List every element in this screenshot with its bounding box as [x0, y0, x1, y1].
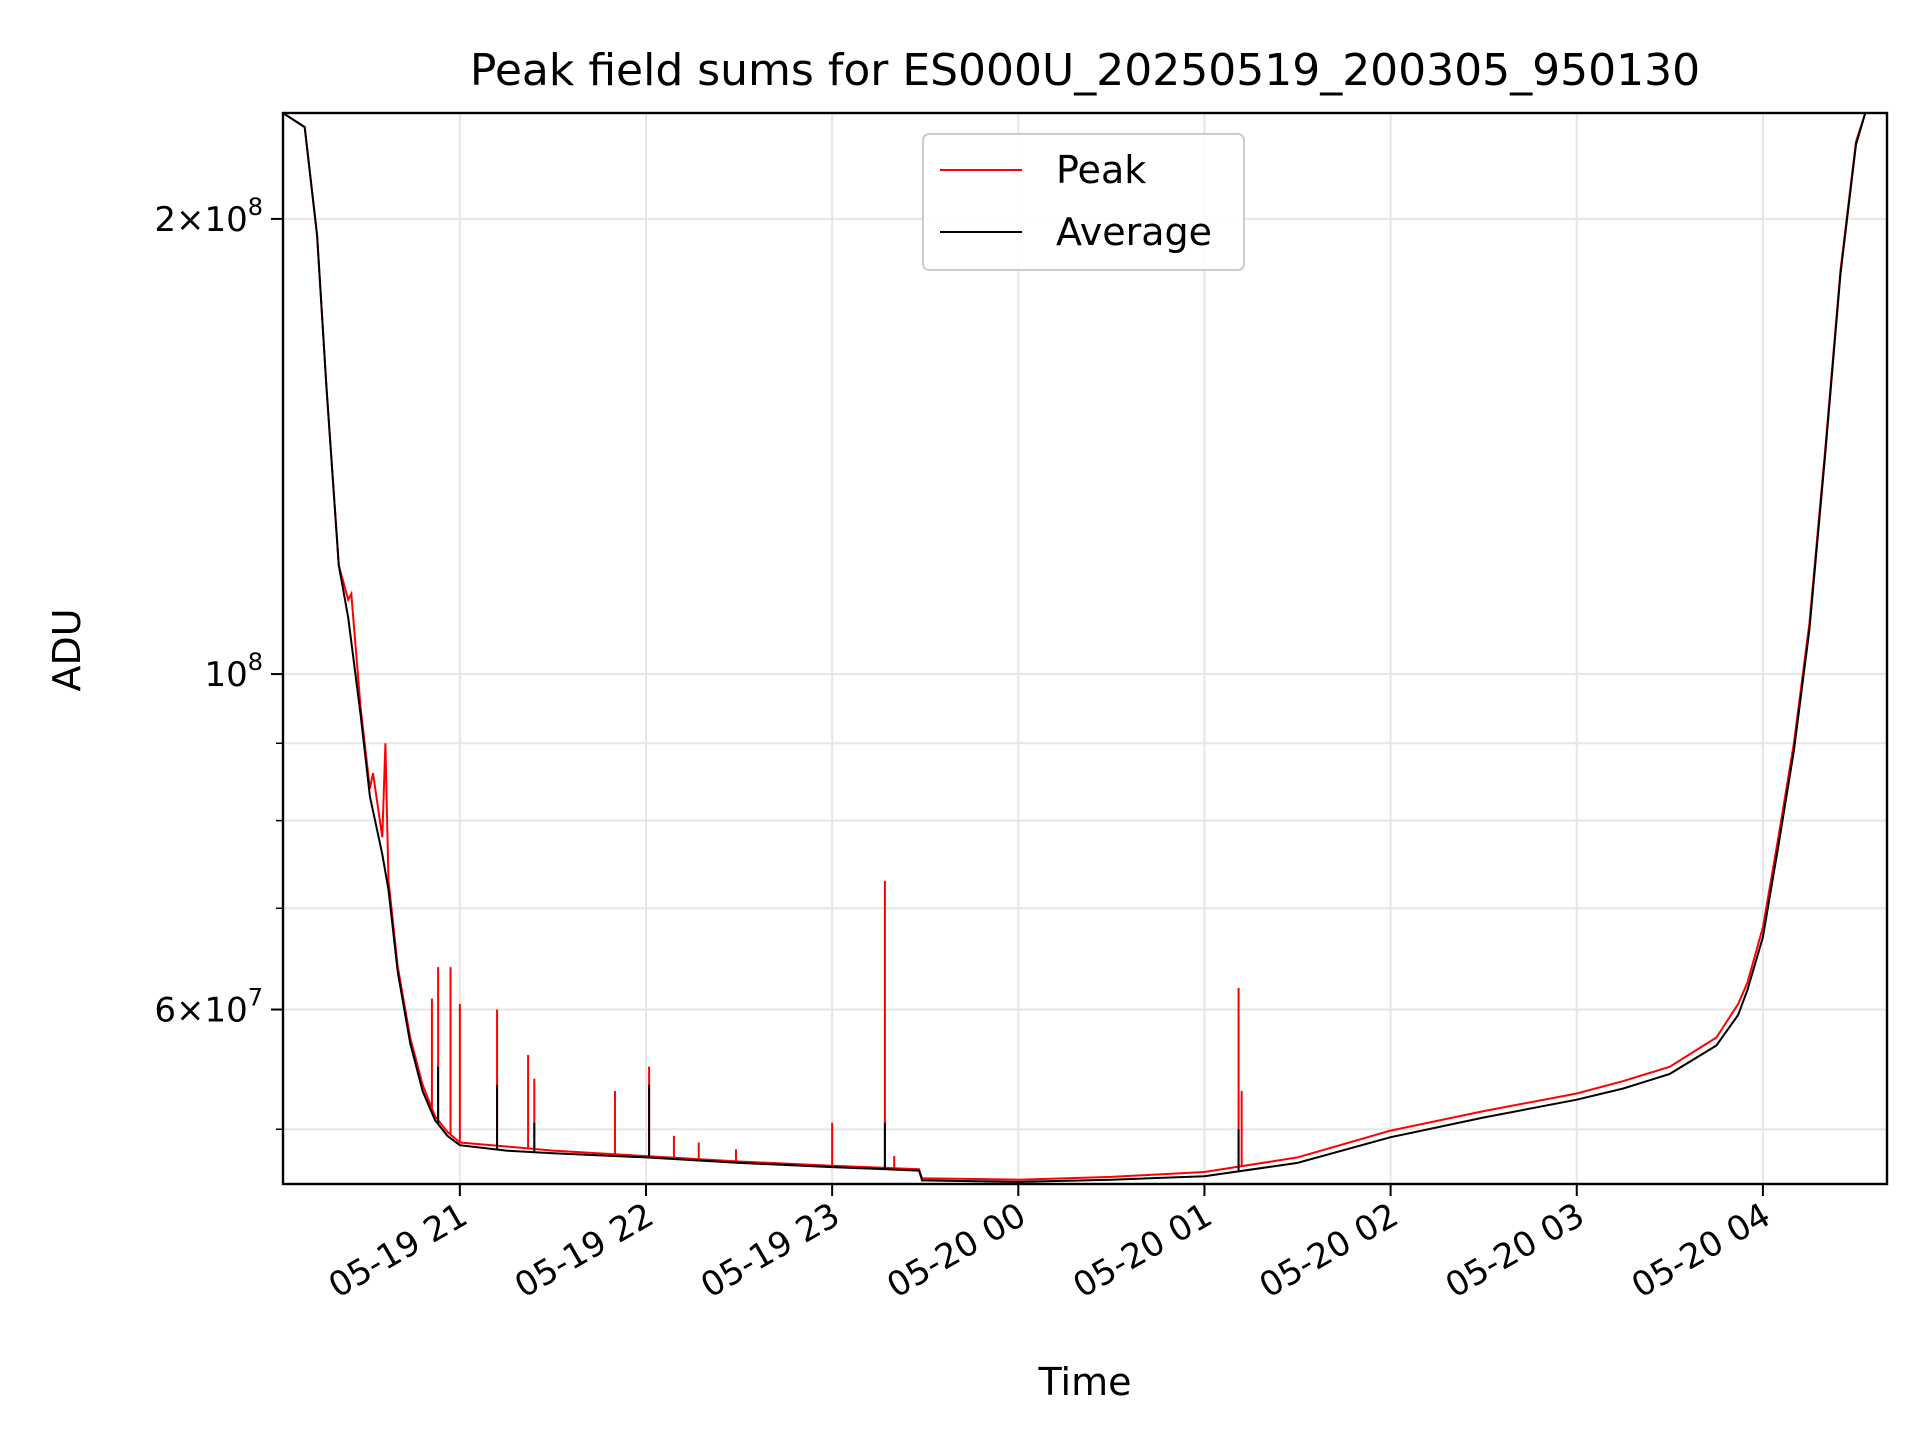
legend-label-average: Average	[1056, 210, 1212, 254]
legend: Peak Average	[922, 133, 1245, 271]
series-line-average	[283, 113, 1887, 1183]
chart-title: Peak field sums for ES000U_20250519_2003…	[470, 45, 1700, 96]
y-tick-label: 2×108	[154, 193, 263, 240]
plot-frame	[281, 111, 1889, 1186]
legend-label-peak: Peak	[1056, 148, 1146, 192]
x-axis-label: Time	[1038, 1360, 1132, 1404]
y-axis-label: ADU	[45, 608, 89, 691]
y-tick-label: 108	[204, 648, 263, 695]
grid	[283, 113, 1887, 1184]
legend-box	[922, 133, 1245, 271]
y-tick-label: 6×107	[154, 984, 263, 1031]
y-axis: 2×108 108 6×107	[154, 193, 283, 1130]
plot-lines	[283, 113, 1887, 1183]
